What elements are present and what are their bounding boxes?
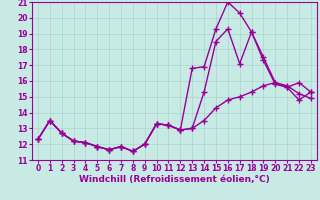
X-axis label: Windchill (Refroidissement éolien,°C): Windchill (Refroidissement éolien,°C) bbox=[79, 175, 270, 184]
